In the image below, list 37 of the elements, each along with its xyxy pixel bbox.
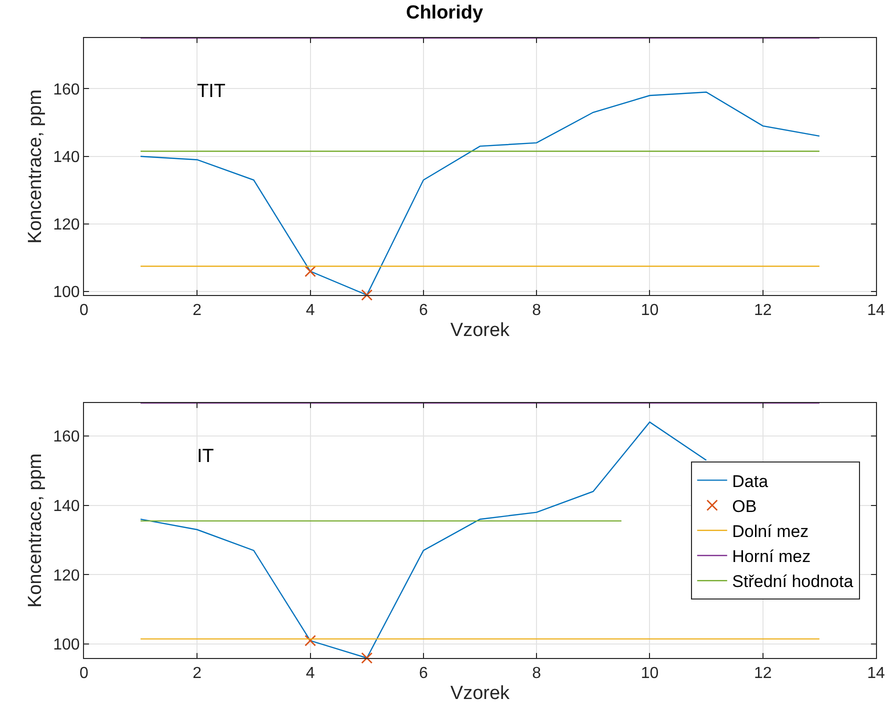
x-tick-label: 4 <box>306 302 315 320</box>
chart-title: Chloridy <box>406 2 484 24</box>
legend-label: OB <box>732 496 757 516</box>
x-tick-label: 8 <box>532 665 542 682</box>
y-tick-label: 100 <box>53 284 80 302</box>
y-tick-label: 120 <box>53 216 80 234</box>
y-tick-label: 160 <box>53 428 80 446</box>
x-tick-label: 0 <box>80 665 89 682</box>
legend-label: Data <box>732 472 769 491</box>
y-tick-label: 120 <box>53 567 80 584</box>
x-tick-label: 2 <box>192 302 202 320</box>
y-axis-title: Koncentrace, ppm <box>24 89 46 244</box>
y-tick-label: 140 <box>53 498 80 515</box>
legend-label: Horní mez <box>732 547 811 566</box>
y-tick-label: 140 <box>53 148 80 166</box>
x-tick-label: 12 <box>754 302 772 320</box>
x-tick-label: 10 <box>640 302 659 320</box>
x-tick-label: 10 <box>640 665 659 682</box>
x-tick-label: 6 <box>418 302 428 320</box>
x-tick-label: 4 <box>306 665 315 682</box>
legend-label: Střední hodnota <box>732 572 854 592</box>
x-tick-label: 8 <box>532 302 542 320</box>
annotation: IT <box>197 446 214 467</box>
x-axis-title: Vzorek <box>450 683 510 704</box>
x-tick-label: 14 <box>867 302 885 320</box>
y-axis-title: Koncentrace, ppm <box>24 453 46 608</box>
x-tick-label: 14 <box>867 665 885 682</box>
annotation: TIT <box>197 81 226 102</box>
x-tick-label: 6 <box>418 665 428 682</box>
y-tick-label: 160 <box>53 81 80 98</box>
x-tick-label: 12 <box>754 665 772 682</box>
line-series <box>140 421 707 658</box>
x-axis-title: Vzorek <box>450 320 510 341</box>
legend-label: Dolní mez <box>732 522 809 542</box>
x-tick-label: 0 <box>80 302 89 320</box>
x-tick-label: 2 <box>192 665 202 682</box>
y-tick-label: 100 <box>53 636 80 654</box>
